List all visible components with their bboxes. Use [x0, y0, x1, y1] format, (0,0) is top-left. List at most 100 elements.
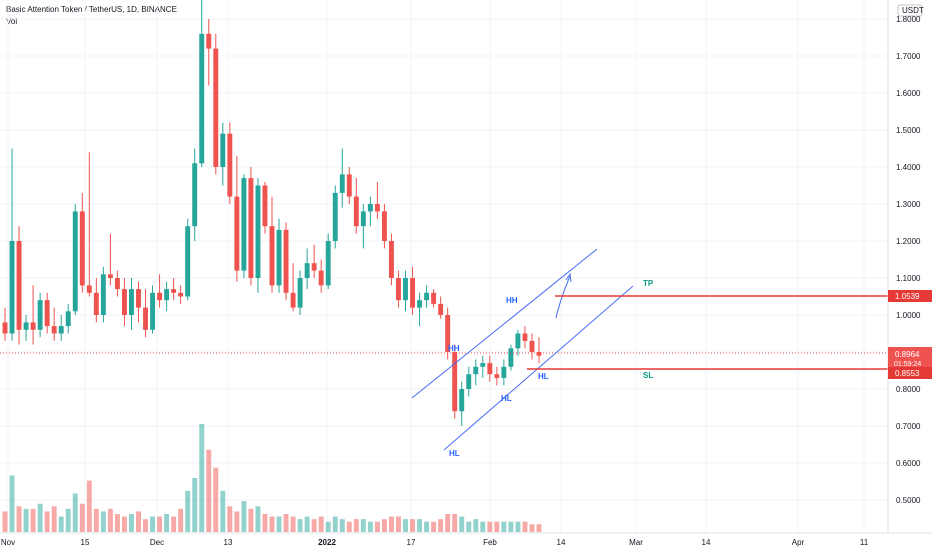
- volume-bar: [304, 516, 310, 532]
- candle-body: [508, 348, 514, 367]
- time-tick-label: Dec: [150, 538, 164, 547]
- candle-body: [459, 389, 465, 412]
- time-tick-label: 17: [407, 538, 416, 547]
- tp-price-tag: [888, 290, 932, 302]
- sl-price-value: 0.8553: [895, 369, 920, 378]
- candle-body: [480, 363, 486, 367]
- candle-body: [522, 333, 528, 341]
- price-tick-label: 1.2000: [896, 237, 921, 246]
- volume-bar: [417, 519, 423, 532]
- volume-bar: [346, 521, 352, 532]
- candle-body: [114, 278, 120, 290]
- sl-price-tag: [888, 367, 932, 379]
- volume-bar: [65, 508, 71, 532]
- candle-body: [332, 192, 338, 241]
- candle-body: [129, 289, 134, 315]
- label-tp: TP: [643, 279, 654, 288]
- currency-badge: [897, 4, 923, 17]
- candle-body: [339, 174, 345, 193]
- volume-bar: [2, 511, 8, 532]
- volume-bar: [107, 508, 113, 532]
- candle-body: [290, 292, 296, 308]
- volume-bar: [318, 516, 324, 532]
- price-scale: USDT 1.8000 1.7000 1.6000 1.5000 1.4000 1.300…: [887, 0, 932, 533]
- candle-body: [367, 204, 373, 212]
- volume-bar: [58, 516, 64, 532]
- candle-body: [23, 322, 29, 330]
- price-tick-label: 1.6000: [896, 89, 921, 98]
- volume-bar: [86, 480, 92, 532]
- volume-bar: [51, 506, 57, 532]
- candle-body: [515, 333, 521, 349]
- volume-bar: [325, 521, 331, 532]
- volume-bar: [227, 506, 233, 532]
- candle-body: [9, 241, 15, 334]
- price-tick-label: 1.4000: [896, 163, 921, 172]
- volume-indicator-label[interactable]: Vol: [6, 17, 18, 26]
- price-tick-label: 1.8000: [896, 15, 921, 24]
- volume-bar: [403, 519, 408, 532]
- volume-bar: [143, 519, 148, 532]
- volume-bar: [388, 516, 394, 532]
- candle-body: [410, 278, 415, 308]
- projection-arrow: [555, 275, 571, 319]
- candle-body: [30, 322, 36, 330]
- candle-body: [466, 374, 472, 389]
- volume-bar: [23, 508, 29, 532]
- volume-bar: [424, 521, 430, 532]
- volume-bar: [164, 514, 170, 532]
- candle-body: [121, 289, 127, 315]
- candle-body: [72, 211, 78, 312]
- grid-lines: [0, 0, 888, 533]
- candle-body: [353, 196, 359, 227]
- candle-body: [2, 322, 8, 334]
- projection-arrow-head: [565, 272, 572, 283]
- label-hl-3: HL: [538, 372, 549, 381]
- candle-body: [171, 289, 177, 293]
- volume-bar: [480, 521, 486, 532]
- volume-bar: [297, 519, 303, 532]
- time-tick-label: 14: [702, 538, 711, 547]
- time-tick-label: Apr: [792, 538, 805, 547]
- volume-bar: [522, 521, 528, 532]
- candle-body: [234, 196, 240, 271]
- candle-body: [185, 226, 191, 297]
- time-tick-label: 11: [860, 538, 869, 547]
- volume-bar: [213, 467, 219, 532]
- label-sl: SL: [643, 371, 653, 380]
- candle-countdown: 01:59:24: [894, 361, 921, 368]
- time-scale: Nov 15 Dec 13 2022 17 Feb 14 Mar 14 Apr 11: [0, 532, 932, 547]
- label-hl-2: HL: [501, 394, 512, 403]
- candle-body: [374, 204, 380, 212]
- candle-body: [417, 300, 423, 308]
- current-price-value: 0.8964: [895, 350, 920, 359]
- volume-bar: [30, 508, 36, 532]
- volume-bar: [192, 478, 198, 532]
- channel-upper-line: [411, 248, 598, 399]
- volume-bar: [311, 519, 317, 532]
- volume-bar: [100, 511, 106, 532]
- volume-bar: [396, 516, 401, 532]
- volume-bar: [241, 501, 247, 532]
- candle-body: [143, 307, 148, 330]
- volume-bar: [466, 521, 472, 532]
- volume-bar: [150, 516, 156, 532]
- candle-body: [248, 178, 254, 278]
- candle-body: [107, 274, 113, 278]
- volume-bar: [381, 519, 387, 532]
- candle-body: [346, 174, 352, 197]
- candle-body: [360, 211, 366, 227]
- candle-body: [227, 133, 233, 197]
- channel-lower-line: [443, 285, 634, 451]
- volume-bar: [508, 521, 514, 532]
- candle-body: [136, 289, 141, 308]
- volume-bar: [410, 519, 415, 532]
- candlesticks: [2, 0, 542, 426]
- volume-bar: [360, 519, 366, 532]
- volume-bar: [438, 519, 444, 532]
- candle-body: [276, 229, 282, 286]
- label-hl-1: HL: [449, 449, 460, 458]
- price-tick-label: 0.8000: [896, 385, 921, 394]
- candle-body: [199, 33, 205, 164]
